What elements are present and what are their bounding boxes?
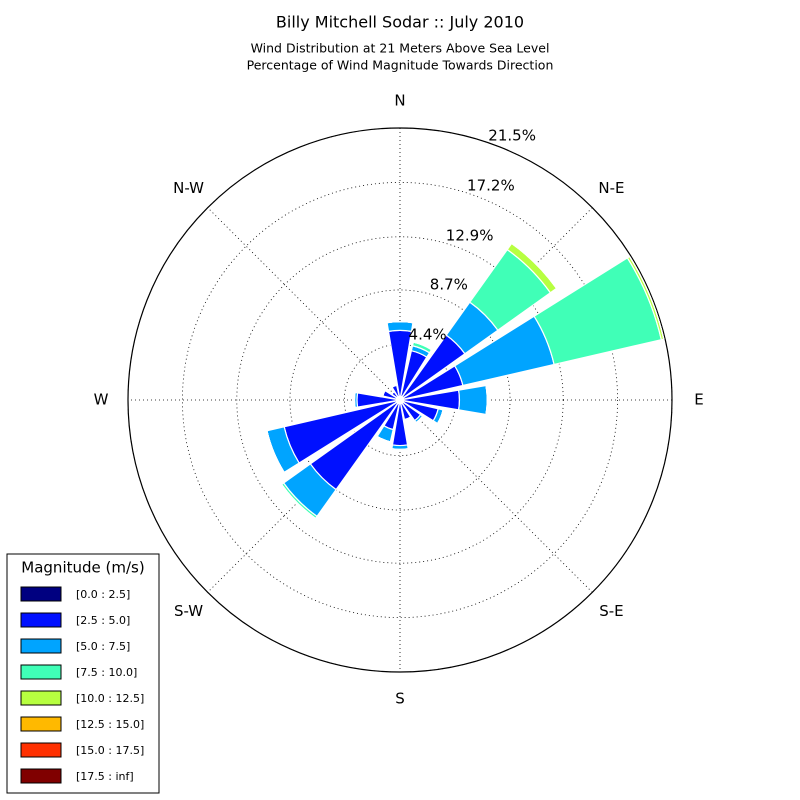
legend-label: [2.5 : 5.0] [76, 614, 130, 627]
legend-title: Magnitude (m/s) [21, 559, 144, 577]
legend-swatch [20, 768, 62, 784]
chart-subtitle: Percentage of Wind Magnitude Towards Dir… [247, 58, 554, 73]
grid-ring [181, 181, 619, 619]
chart-title: Billy Mitchell Sodar :: July 2010 [276, 13, 524, 32]
ring-label: 4.4% [409, 325, 447, 343]
legend-label: [7.5 : 10.0] [76, 666, 137, 679]
legend-label: [17.5 : inf] [76, 770, 134, 783]
direction-label: E [694, 391, 703, 409]
legend-swatch [20, 664, 62, 680]
direction-label: N [394, 92, 405, 110]
ring-label: 21.5% [488, 126, 536, 144]
direction-label: N-W [173, 179, 204, 197]
legend-swatch [20, 612, 62, 628]
legend-swatch [20, 742, 62, 758]
direction-label: N-E [598, 179, 624, 197]
wedge [437, 409, 444, 424]
legend-label: [5.0 : 7.5] [76, 640, 130, 653]
wedge [413, 341, 432, 351]
chart-subtitle: Wind Distribution at 21 Meters Above Sea… [251, 41, 550, 56]
ring-label: 12.9% [446, 226, 494, 244]
legend-label: [15.0 : 17.5] [76, 744, 144, 757]
outer-circle [127, 127, 673, 673]
grid-ring [289, 289, 511, 511]
ring-label: 17.2% [467, 176, 515, 194]
legend-swatch [20, 690, 62, 706]
legend-swatch [20, 586, 62, 602]
wedge [281, 484, 316, 519]
direction-label: W [94, 391, 109, 409]
legend-label: [10.0 : 12.5] [76, 692, 144, 705]
direction-label: S-W [174, 602, 203, 620]
wedge [457, 384, 488, 416]
wedge [266, 430, 285, 473]
legend-swatch [20, 716, 62, 732]
wedge [353, 392, 356, 408]
direction-label: S [395, 690, 405, 708]
legend-label: [0.0 : 2.5] [76, 588, 130, 601]
legend-label: [12.5 : 15.0] [76, 718, 144, 731]
wedge [391, 384, 397, 388]
wedge [391, 449, 409, 452]
direction-label: S-E [599, 602, 623, 620]
ring-label: 8.7% [430, 275, 468, 293]
legend-swatch [20, 638, 62, 654]
